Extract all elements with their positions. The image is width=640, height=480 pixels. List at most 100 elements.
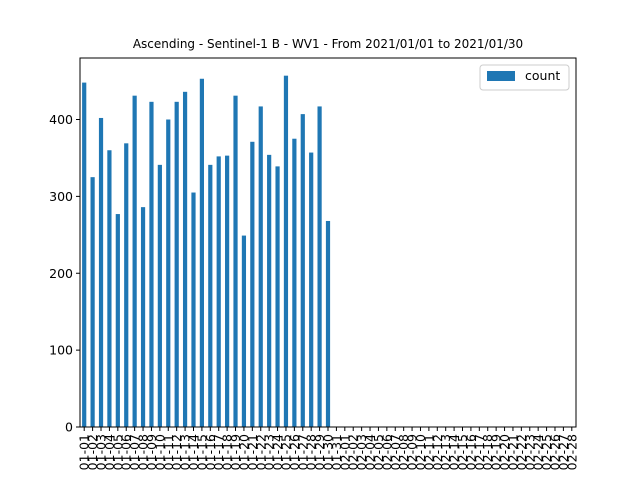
x-tick-label: 02-02	[346, 434, 361, 470]
x-tick-label: 02-14	[447, 434, 462, 470]
bar-01-09	[149, 101, 154, 427]
x-tick-label: 02-07	[388, 434, 403, 470]
x-tick-label: 02-24	[531, 434, 546, 470]
x-tick-label: 01-09	[144, 434, 159, 470]
bar-01-11	[166, 119, 171, 427]
axes-frame	[79, 57, 577, 428]
y-tick-label: 200	[49, 266, 73, 281]
x-tick-label: 01-14	[186, 434, 201, 470]
x-tick-label: 01-16	[203, 434, 218, 470]
x-tick-label: 02-27	[556, 434, 571, 470]
x-tick-label: 01-03	[94, 434, 109, 470]
x-tick-label: 01-22	[253, 434, 268, 470]
x-tick-label: 01-27	[295, 434, 310, 470]
x-tick-label: 02-11	[421, 434, 436, 470]
bar-01-13	[182, 91, 188, 427]
x-tick-label: 01-21	[245, 434, 260, 470]
x-tick-label: 01-29	[312, 434, 327, 470]
y-tick-label: 300	[49, 189, 73, 204]
x-tick-label: 02-26	[547, 434, 562, 470]
bar-01-14	[191, 192, 196, 427]
x-tick-label: 02-18	[480, 434, 495, 470]
bar-01-22	[258, 106, 263, 428]
x-tick-label: 02-06	[379, 434, 394, 470]
x-tick-label: 01-18	[220, 434, 235, 470]
x-tick-label: 01-20	[236, 434, 251, 470]
bar-01-03	[98, 117, 104, 428]
bar-01-18	[225, 155, 230, 427]
x-tick-label: 01-26	[287, 434, 302, 470]
chart-title: Ascending - Sentinel-1 B - WV1 - From 20…	[133, 37, 523, 51]
x-tick-label: 02-22	[514, 434, 529, 470]
bar-01-19	[233, 95, 238, 428]
x-tick-label: 02-21	[505, 434, 520, 470]
x-tick-label: 02-13	[438, 434, 453, 470]
x-tick-label: 01-24	[270, 434, 285, 470]
x-tick-label: 01-02	[85, 434, 100, 470]
bar-01-28	[309, 152, 314, 427]
legend-swatch	[487, 71, 515, 81]
bar-01-06	[124, 143, 129, 427]
bar-01-24	[275, 166, 280, 427]
x-tick-label: 02-15	[455, 434, 470, 470]
bar-01-04	[107, 150, 112, 427]
y-tick-label: 400	[49, 112, 73, 127]
x-tick-label: 02-10	[413, 434, 428, 470]
x-tick-label: 02-12	[430, 434, 445, 470]
bar-01-25	[283, 75, 289, 428]
bar-01-02	[90, 177, 95, 427]
bar-01-29	[317, 106, 322, 428]
legend-label: count	[525, 68, 560, 83]
x-tick-label: 02-20	[497, 434, 512, 470]
x-tick-label: 01-30	[321, 434, 336, 470]
x-tick-label: 02-03	[354, 434, 369, 470]
x-tick-label: 02-19	[489, 434, 504, 470]
bar-01-17	[216, 156, 221, 427]
x-tick-label: 01-28	[304, 434, 319, 470]
x-tick-label: 01-07	[127, 434, 142, 470]
y-tick-label: 0	[65, 420, 73, 435]
bar-01-01	[82, 82, 87, 427]
bar-01-07	[132, 95, 137, 428]
bar-01-08	[140, 207, 146, 427]
bar-01-15	[199, 78, 204, 427]
legend: count	[479, 64, 570, 91]
bar-01-30	[325, 220, 331, 427]
x-tick-label: 02-16	[463, 434, 478, 470]
x-tick-label: 02-05	[371, 434, 386, 470]
x-tick-label: 01-25	[278, 434, 293, 470]
bar-01-27	[300, 114, 305, 428]
x-tick-label: 01-13	[178, 434, 193, 470]
x-tick-label: 01-23	[262, 434, 277, 470]
x-tick-label: 02-17	[472, 434, 487, 470]
bar-01-21	[250, 141, 255, 428]
x-tick-label: 02-09	[405, 434, 420, 470]
x-tick-label: 02-23	[522, 434, 537, 470]
bar-01-16	[208, 164, 213, 428]
x-tick-label: 01-05	[110, 434, 125, 470]
y-tick-label: 100	[49, 343, 73, 358]
x-tick-label: 01-12	[169, 434, 184, 470]
x-tick-label: 01-06	[119, 434, 134, 470]
bar-01-23	[267, 154, 272, 428]
x-tick-label: 01-15	[194, 434, 209, 470]
x-tick-label: 01-19	[228, 434, 243, 470]
bar-01-20	[241, 235, 247, 427]
x-tick-label: 02-08	[396, 434, 411, 470]
x-tick-label: 01-01	[77, 434, 92, 470]
x-tick-label: 01-31	[329, 434, 344, 470]
x-tick-label: 02-01	[337, 434, 352, 470]
plot-area: 010020030040001-0101-0201-0301-0401-0501…	[49, 75, 579, 470]
bar-01-05	[115, 214, 120, 427]
x-tick-label: 01-11	[161, 434, 176, 470]
x-tick-label: 02-04	[363, 434, 378, 470]
x-tick-label: 01-08	[136, 434, 151, 470]
x-tick-label: 01-17	[211, 434, 226, 470]
x-tick-label: 02-28	[564, 434, 579, 470]
bar-01-12	[174, 101, 179, 427]
x-tick-label: 01-10	[152, 434, 167, 470]
bar-01-10	[157, 164, 162, 428]
bar-01-26	[292, 138, 297, 427]
x-tick-label: 02-25	[539, 434, 554, 470]
